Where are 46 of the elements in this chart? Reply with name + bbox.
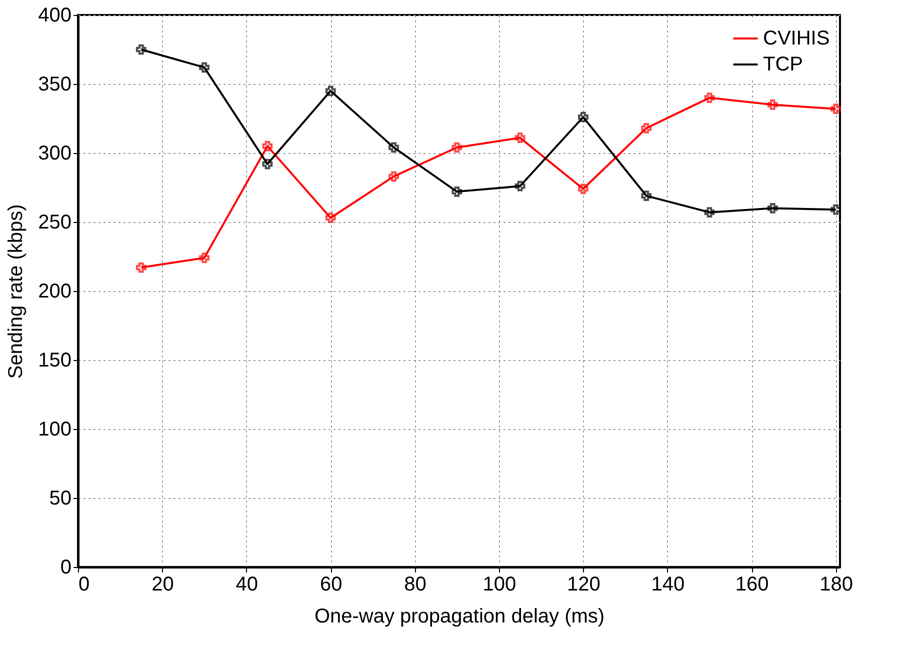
point <box>767 100 778 110</box>
point <box>262 158 273 170</box>
point <box>578 184 588 194</box>
x-tick-label: 100 <box>482 574 516 596</box>
point <box>830 104 841 114</box>
point <box>578 112 588 122</box>
y-tick-label: 50 <box>49 488 72 510</box>
y-tick-label: 150 <box>38 350 72 372</box>
x-tick-label: 0 <box>78 574 90 596</box>
point <box>136 262 146 273</box>
x-tick-label: 140 <box>651 574 685 596</box>
x-tick-label: 40 <box>236 574 258 596</box>
point <box>452 186 462 197</box>
x-axis-title: One-way propagation delay (ms) <box>314 606 605 628</box>
point <box>641 122 652 134</box>
x-tick-label: 120 <box>567 574 600 596</box>
point <box>325 86 336 96</box>
y-tick-label: 300 <box>38 142 72 164</box>
point <box>704 207 715 218</box>
y-tick-label: 350 <box>38 74 72 96</box>
x-tick-label: 80 <box>404 574 426 596</box>
point <box>452 142 462 153</box>
y-tick-label: 200 <box>38 280 72 302</box>
y-tick-label: 400 <box>38 4 72 26</box>
point <box>514 180 526 192</box>
legend-label: CVIHIS <box>763 28 830 50</box>
x-tick-label: 20 <box>152 574 174 596</box>
point <box>704 92 715 103</box>
point <box>641 190 652 201</box>
y-axis-title: Sending rate (kbps) <box>5 204 28 379</box>
point <box>136 44 146 55</box>
point <box>199 252 210 264</box>
legend-label: TCP <box>763 54 803 76</box>
point <box>262 140 273 152</box>
point <box>767 203 778 214</box>
point <box>514 132 526 144</box>
point <box>199 62 210 73</box>
x-tick-label: 160 <box>735 574 769 596</box>
x-tick-label: 180 <box>820 574 853 596</box>
y-tick-label: 0 <box>60 556 72 578</box>
point <box>325 212 336 224</box>
y-tick-label: 250 <box>38 212 72 234</box>
y-tick-label: 100 <box>38 418 72 440</box>
point <box>388 142 399 153</box>
x-tick-label: 60 <box>320 574 342 596</box>
point <box>388 171 399 182</box>
